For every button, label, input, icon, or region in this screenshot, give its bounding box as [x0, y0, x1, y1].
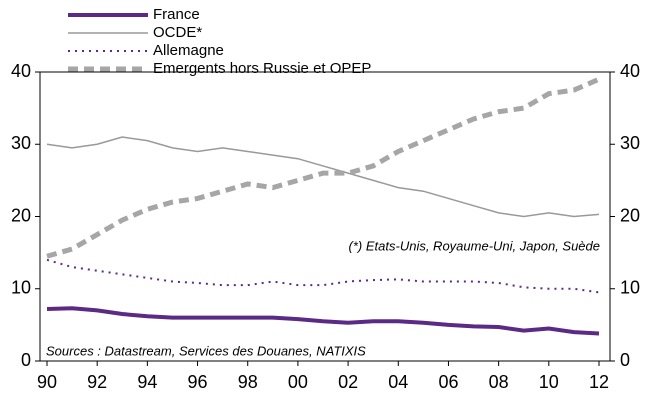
x-tick-label: 92: [87, 372, 107, 392]
x-tick-label: 08: [489, 372, 509, 392]
series-line: [46, 306, 600, 336]
y2-tick-label: 20: [620, 205, 640, 225]
legend-label: Allemagne: [153, 42, 224, 59]
x-tick-label: 12: [589, 372, 609, 392]
y-tick-label: 10: [11, 278, 31, 298]
y2-tick-label: 30: [620, 133, 640, 153]
y-tick-label: 20: [11, 205, 31, 225]
x-tick-label: 98: [238, 372, 258, 392]
legend-label: France: [153, 6, 200, 23]
y2-tick-label: 0: [620, 350, 630, 370]
legend-label: OCDE*: [153, 24, 202, 41]
legend-label: Emergents hors Russie et OPEP: [153, 60, 371, 77]
x-tick-label: 94: [137, 372, 157, 392]
series-line: [46, 76, 600, 259]
y2-tick-label: 40: [620, 61, 640, 81]
y2-tick-label: 10: [620, 278, 640, 298]
series-line: [46, 136, 600, 218]
x-tick-label: 06: [438, 372, 458, 392]
x-tick-label: 04: [388, 372, 408, 392]
x-tick-label: 10: [539, 372, 559, 392]
y-tick-label: 40: [11, 61, 31, 81]
y-tick-label: 0: [21, 350, 31, 370]
annotation: Sources : Datastream, Services des Douan…: [46, 343, 366, 358]
annotation: (*) Etats-Unis, Royaume-Uni, Japon, Suèd…: [349, 238, 600, 253]
x-tick-label: 90: [37, 372, 57, 392]
series-line: [46, 258, 600, 294]
x-tick-label: 96: [188, 372, 208, 392]
y-tick-label: 30: [11, 133, 31, 153]
x-tick-label: 02: [338, 372, 358, 392]
x-tick-label: 00: [288, 372, 308, 392]
